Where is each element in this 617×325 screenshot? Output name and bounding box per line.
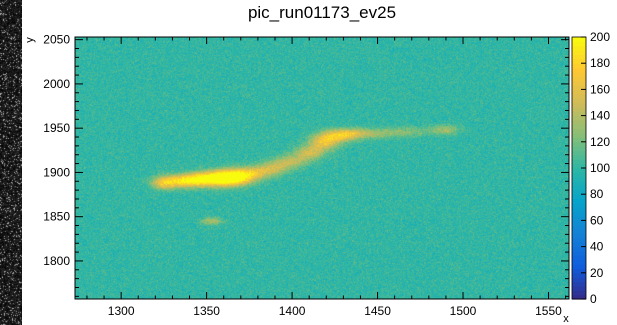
colorbar-step <box>572 290 586 296</box>
y-axis: 1800 1850 1900 1950 2000 2050 <box>43 33 569 297</box>
x-tick-label: 1550 <box>535 304 562 318</box>
colorbar-step <box>572 224 586 230</box>
x-axis-label: x <box>563 313 569 325</box>
colorbar-step <box>572 50 586 56</box>
colorbar-step <box>572 185 586 191</box>
colorbar-step <box>572 119 586 125</box>
colorbar-step <box>572 281 586 287</box>
colorbar-step <box>572 115 586 121</box>
colorbar-tick-label: 40 <box>590 240 604 254</box>
colorbar-step <box>572 98 586 104</box>
colorbar-step <box>572 76 586 82</box>
colorbar-step <box>572 277 586 283</box>
colorbar-step <box>572 41 586 47</box>
colorbar-step <box>572 198 586 204</box>
colorbar-step <box>572 67 586 73</box>
colorbar-tick-label: 180 <box>590 56 610 70</box>
colorbar-step <box>572 294 586 300</box>
colorbar-step <box>572 272 586 278</box>
colorbar-step <box>572 211 586 217</box>
colorbar-step <box>572 58 586 64</box>
x-tick-label: 1300 <box>108 304 135 318</box>
chart-title: pic_run01173_ev25 <box>248 3 396 22</box>
colorbar-step <box>572 189 586 195</box>
colorbar-step <box>572 237 586 243</box>
colorbar-step <box>572 168 586 173</box>
colorbar-step <box>572 268 586 274</box>
colorbar-step <box>572 54 586 60</box>
y-tick-label: 1850 <box>43 210 70 224</box>
y-tick-label: 2000 <box>43 77 70 91</box>
colorbar-step <box>572 172 586 178</box>
colorbar-step <box>572 137 586 143</box>
colorbar-step <box>572 37 586 42</box>
colorbar-step <box>572 163 586 169</box>
colorbar-tick-label: 200 <box>590 30 610 44</box>
colorbar-step <box>572 102 586 108</box>
colorbar-step <box>572 141 586 147</box>
x-tick-label: 1400 <box>279 304 306 318</box>
x-tick-label: 1450 <box>364 304 391 318</box>
colorbar-step <box>572 246 586 252</box>
colorbar-step <box>572 45 586 51</box>
colorbar-step <box>572 124 586 130</box>
colorbar-axis: 0 20 40 60 80 100 120 140 160 180 200 <box>581 30 610 306</box>
colorbar-step <box>572 181 586 187</box>
y-tick-label: 1900 <box>43 165 70 179</box>
black-noise-strip <box>0 0 22 325</box>
colorbar-tick-label: 80 <box>590 187 604 201</box>
heatmap-image <box>75 37 569 299</box>
y-axis-label: y <box>24 37 36 43</box>
colorbar-tick-label: 140 <box>590 109 610 123</box>
colorbar-step <box>572 85 586 90</box>
colorbar-step <box>572 176 586 182</box>
colorbar-step <box>572 146 586 152</box>
colorbar-step <box>572 255 586 261</box>
y-tick-label: 1950 <box>43 121 70 135</box>
colorbar-step <box>572 111 586 117</box>
colorbar-step <box>572 250 586 256</box>
x-tick-label: 1350 <box>193 304 220 318</box>
plot-frame <box>74 36 570 300</box>
colorbar-tick-label: 100 <box>590 161 610 175</box>
colorbar-step <box>572 207 586 213</box>
x-tick-label: 1500 <box>450 304 477 318</box>
colorbar-step <box>572 264 586 270</box>
colorbar-step <box>572 242 586 248</box>
colorbar-step <box>572 159 586 165</box>
colorbar-step <box>572 216 586 221</box>
colorbar-step <box>572 89 586 95</box>
y-tick-label: 2050 <box>43 33 70 47</box>
colorbar-step <box>572 71 586 77</box>
colorbar-tick-label: 20 <box>590 266 604 280</box>
colorbar-tick-label: 120 <box>590 135 610 149</box>
colorbar-step <box>572 128 586 134</box>
colorbar-step <box>572 202 586 208</box>
colorbar-step <box>572 80 586 86</box>
colorbar-step <box>572 194 586 200</box>
colorbar-step <box>572 106 586 112</box>
colorbar-tick-label: 60 <box>590 213 604 227</box>
colorbar-tick-label: 160 <box>590 82 610 96</box>
colorbar-step <box>572 154 586 160</box>
colorbar-tick-label: 0 <box>590 292 597 306</box>
colorbar-step <box>572 229 586 235</box>
colorbar-step <box>572 93 586 99</box>
colorbar-step <box>572 63 586 69</box>
y-tick-label: 1800 <box>43 254 70 268</box>
colorbar-step <box>572 220 586 226</box>
colorbar-step <box>572 150 586 156</box>
x-axis: 1300 1350 1400 1450 1500 1550 <box>86 37 567 318</box>
colorbar-step <box>572 133 586 139</box>
colorbar-step <box>572 233 586 239</box>
colorbar-step <box>572 285 586 291</box>
colorbar-step <box>572 259 586 265</box>
